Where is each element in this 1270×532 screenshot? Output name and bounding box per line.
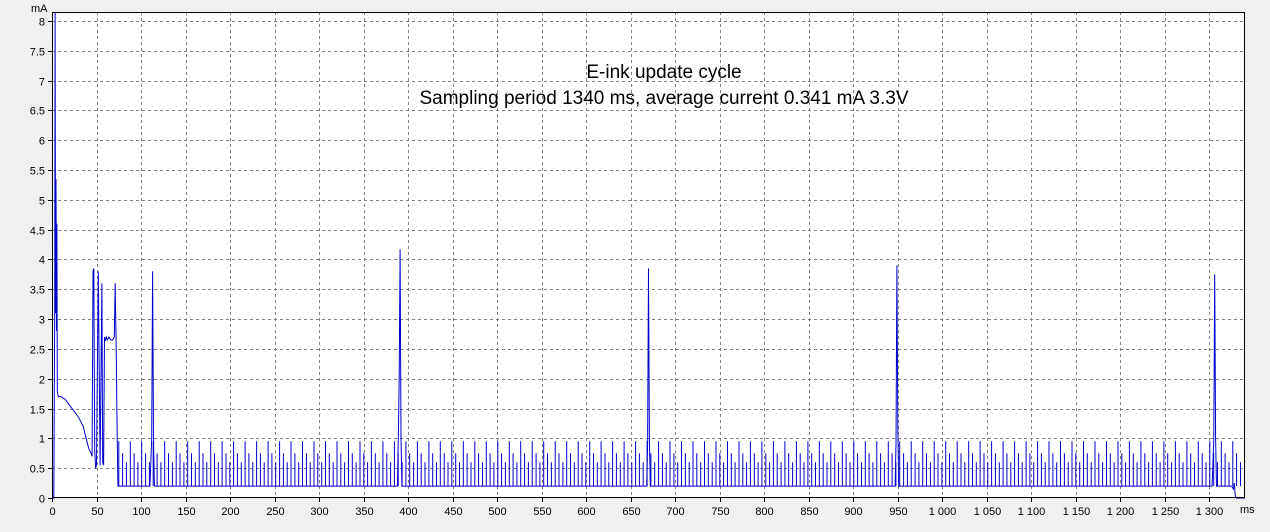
y-tick-label: 3 — [39, 315, 45, 327]
x-tick-label: 1 200 — [1107, 506, 1135, 518]
x-tick-label: 1 050 — [974, 506, 1002, 518]
x-tick-label: 250 — [266, 506, 284, 518]
x-tick-label: 1 100 — [1018, 506, 1046, 518]
y-tick-label: 3.5 — [30, 285, 45, 297]
y-tick-label: 7 — [39, 77, 45, 89]
y-tick-label: 1.5 — [30, 405, 45, 417]
x-tick-label: 150 — [177, 506, 195, 518]
x-tick-label: 650 — [622, 506, 640, 518]
x-axis-unit-label: ms — [1240, 504, 1255, 516]
y-tick-label: 5.5 — [30, 166, 45, 178]
x-tick-label: 600 — [577, 506, 595, 518]
series-spikes — [118, 441, 1241, 487]
x-tick-label: 1 250 — [1152, 506, 1180, 518]
y-tick-label: 4 — [39, 255, 45, 267]
x-tick-label: 1 300 — [1196, 506, 1224, 518]
x-tick-label: 400 — [399, 506, 417, 518]
y-tick-label: 6.5 — [30, 106, 45, 118]
x-tick-label: 0 — [49, 506, 55, 518]
y-axis-unit-label: mA — [31, 3, 48, 15]
y-tick-label: 0.5 — [30, 464, 45, 476]
x-tick-label: 450 — [444, 506, 462, 518]
y-tick-label: 0 — [39, 494, 45, 506]
y-tick-label: 2.5 — [30, 345, 45, 357]
y-tick-label: 1 — [39, 434, 45, 446]
x-tick-label: 750 — [711, 506, 729, 518]
y-tick-label: 5 — [39, 196, 45, 208]
y-tick-label: 6 — [39, 136, 45, 148]
x-tick-label: 200 — [221, 506, 239, 518]
y-tick-label: 7.5 — [30, 47, 45, 59]
x-tick-label: 700 — [666, 506, 684, 518]
plot-border — [52, 12, 1245, 498]
x-tick-label: 500 — [488, 506, 506, 518]
y-tick-label: 4.5 — [30, 226, 45, 238]
tick-labels: 0 50 100 150 200 250 300 350 400 450 500 550 600 650 7… — [30, 17, 1224, 519]
x-tick-label: 100 — [132, 506, 150, 518]
grid — [52, 12, 1245, 498]
x-tick-label: 550 — [533, 506, 551, 518]
series-line — [52, 11, 1245, 499]
y-tick-label: 8 — [39, 17, 45, 29]
x-tick-label: 950 — [889, 506, 907, 518]
x-tick-label: 50 — [91, 506, 103, 518]
x-tick-label: 900 — [844, 506, 862, 518]
x-tick-label: 800 — [755, 506, 773, 518]
x-tick-label: 850 — [800, 506, 818, 518]
chart-title: E-ink update cycle — [586, 62, 741, 83]
x-tick-label: 1 000 — [929, 506, 957, 518]
x-tick-label: 1 150 — [1063, 506, 1091, 518]
x-tick-label: 300 — [310, 506, 328, 518]
x-tick-label: 350 — [355, 506, 373, 518]
chart-subtitle: Sampling period 1340 ms, average current… — [419, 88, 908, 109]
y-tick-label: 2 — [39, 375, 45, 387]
plot-area — [52, 12, 1245, 498]
